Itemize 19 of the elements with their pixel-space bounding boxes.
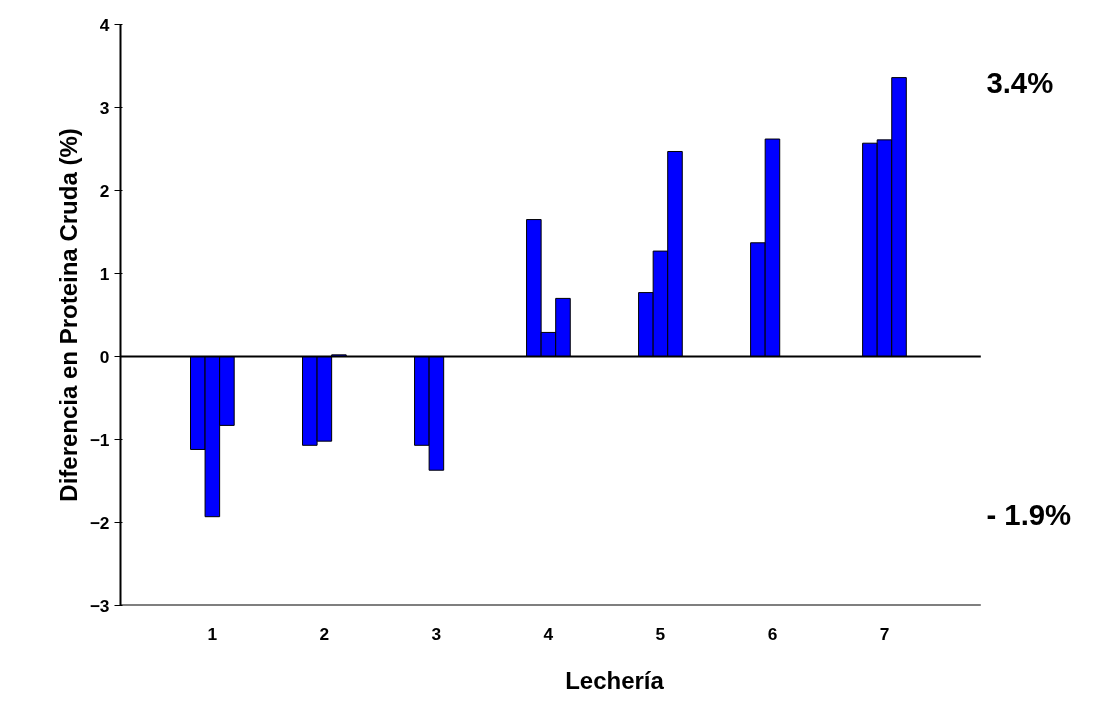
y-tick-label: −3	[89, 595, 110, 616]
y-tick-label: 3	[99, 97, 110, 118]
x-axis-title: Lechería	[565, 666, 665, 694]
x-tick-label: 6	[767, 623, 778, 644]
y-tick-label: 2	[99, 180, 110, 201]
text: - 1.9%	[986, 497, 1072, 531]
y-tick-label: 0	[99, 346, 110, 367]
x-tick-label: 2	[319, 623, 330, 644]
y-tick-label: −1	[89, 429, 110, 450]
y-tick-label: −2	[89, 512, 110, 533]
x-tick-label: 7	[879, 623, 890, 644]
text: 3.4%	[986, 66, 1054, 100]
x-tick-label: 4	[543, 623, 554, 644]
y-tick-label: 1	[99, 263, 110, 284]
x-tick-label: 3	[431, 623, 442, 644]
y-axis-title: Diferencia en Proteina Cruda (%)	[54, 128, 82, 502]
x-tick-label: 1	[207, 623, 218, 644]
x-tick-label: 5	[655, 623, 666, 644]
y-tick-label: 4	[99, 14, 110, 35]
